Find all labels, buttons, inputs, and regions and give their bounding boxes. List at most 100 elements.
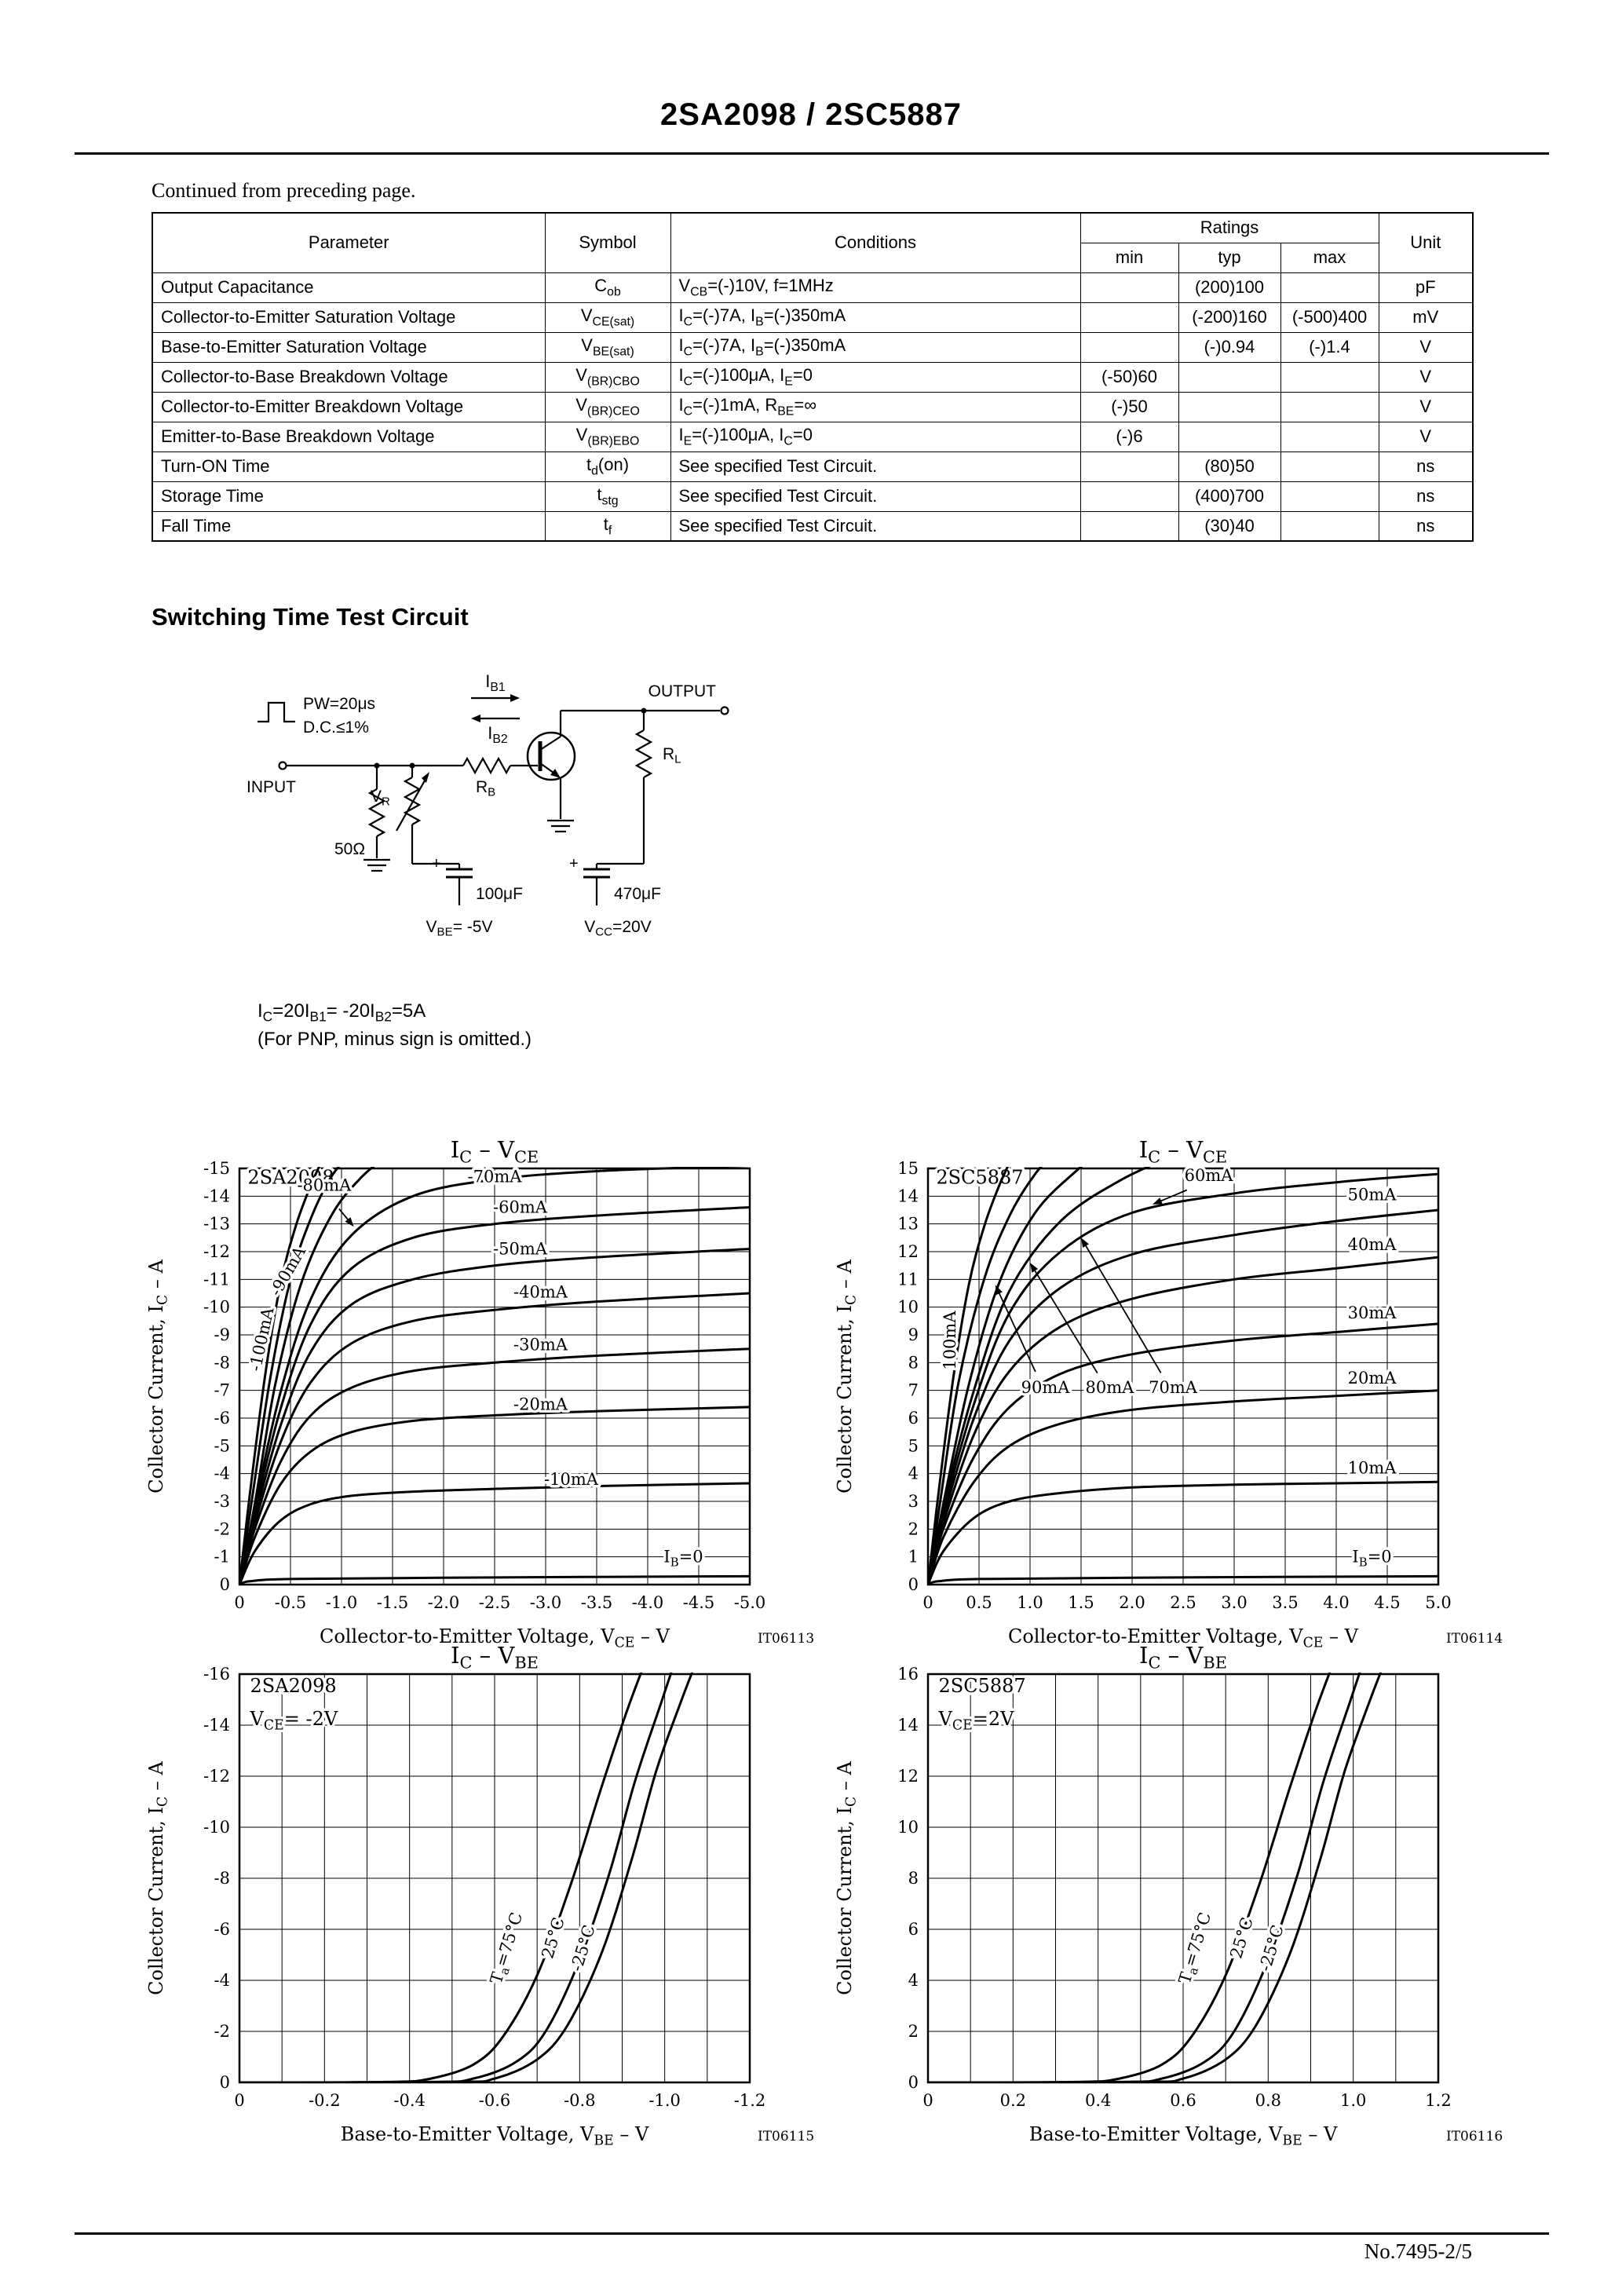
cell-cond: See specified Test Circuit. <box>670 451 1081 482</box>
y-axis-label: Collector Current, IC – A <box>145 1761 170 1995</box>
cell-min: (-)50 <box>1080 391 1179 422</box>
y-tick-label: -8 <box>214 1869 230 1888</box>
curve-label: -20mA <box>513 1395 568 1413</box>
cell-unit: V <box>1378 421 1474 452</box>
x-tick-label: -1.0 <box>326 1593 358 1612</box>
y-tick-label: -9 <box>214 1325 230 1344</box>
cell-typ <box>1178 421 1281 452</box>
cap1-plus-sign: + <box>432 855 441 872</box>
chart-ic-vbe-2sa2098: 0 -0.2 -0.4 -0.6 -0.8 -1.0 -1.2 0 -2 -4 -6 -8 -10 -12… <box>145 1643 814 2148</box>
x-tick-label: -3.0 <box>530 1593 562 1612</box>
x-tick-label: -2.0 <box>428 1593 460 1612</box>
curve-label: -10mA <box>544 1470 599 1489</box>
col-header-symbol: Symbol <box>544 212 671 273</box>
curve-label: -60mA <box>493 1198 548 1217</box>
plot-border <box>926 1673 1440 2084</box>
y-tick-label: -12 <box>203 1242 230 1261</box>
y-tick-label: -6 <box>214 1920 230 1939</box>
y-tick-label: 9 <box>908 1325 919 1344</box>
y-axis-label: Collector Current, IC – A <box>145 1260 170 1493</box>
figure-id: IT06113 <box>758 1631 814 1647</box>
page-number: No.7495-2/5 <box>1364 2239 1472 2263</box>
curve-IB=0 <box>239 1574 750 1585</box>
ib1-label: IB1 <box>485 671 506 694</box>
cell-max <box>1280 272 1379 303</box>
cell-typ: (-200)160 <box>1178 302 1281 333</box>
y-tick-label: -10 <box>203 1818 230 1837</box>
y-axis-label: Collector Current, IC – A <box>834 1260 859 1493</box>
curve-label: -50mA <box>493 1240 548 1259</box>
rl-label: RL <box>663 745 681 766</box>
x-tick-label: 0 <box>922 2091 933 2110</box>
figure-id: IT06116 <box>1446 2129 1503 2144</box>
cell-typ: (-)0.94 <box>1178 331 1281 363</box>
curve-label: 30mA <box>1348 1303 1397 1322</box>
curve-Ta=-25C <box>928 1673 1383 2082</box>
x-tick-label: 1.2 <box>1425 2091 1451 2110</box>
output-label: OUTPUT <box>648 682 717 700</box>
cell-min: (-50)60 <box>1080 361 1179 393</box>
table-row: Turn-ON Time td(on) See specified Test Cir… <box>152 451 1474 482</box>
page-title: 2SA2098 / 2SC5887 <box>660 97 962 132</box>
cell-min <box>1080 331 1179 363</box>
table-row: Collector-to-Base Breakdown Voltage V(BR)… <box>152 361 1474 393</box>
x-tick-label: -4.5 <box>683 1593 715 1612</box>
y-tick-label: -10 <box>203 1298 230 1317</box>
cell-symbol: V(BR)CEO <box>544 391 671 422</box>
chart-annotation: 2SC5887 <box>939 1675 1026 1697</box>
cell-param: Collector-to-Emitter Saturation Voltage <box>152 302 546 333</box>
col-header-unit: Unit <box>1378 212 1474 273</box>
ib2-arrowhead <box>471 715 480 722</box>
cell-max <box>1280 510 1379 542</box>
cell-symbol: td(on) <box>544 451 671 482</box>
y-tick-label: -11 <box>203 1270 230 1289</box>
curve-label: 20mA <box>1348 1369 1397 1387</box>
plot-border <box>238 1167 751 1586</box>
curve-label: 25°C <box>538 1915 568 1961</box>
figure-id: IT06114 <box>1446 1631 1503 1647</box>
cell-typ: (200)100 <box>1178 272 1281 303</box>
cap1-label: 100μF <box>476 885 523 903</box>
cell-cond: IC=(-)1mA, RBE=∞ <box>670 391 1081 422</box>
x-tick-label: 1.0 <box>1340 2091 1366 2110</box>
y-tick-label: 2 <box>908 2022 919 2041</box>
circuit-markers <box>374 694 647 783</box>
ib1-arrowhead <box>510 694 520 702</box>
section-heading: Switching Time Test Circuit <box>152 603 469 631</box>
continued-note: Continued from preceding page. <box>152 179 416 202</box>
rb-resistor <box>462 756 511 775</box>
cell-typ: (30)40 <box>1178 510 1281 542</box>
y-tick-label: 14 <box>897 1186 919 1205</box>
label-arrowhead <box>1153 1197 1163 1205</box>
cell-typ: (80)50 <box>1178 451 1281 482</box>
col-header-ratings: Ratings <box>1080 212 1379 243</box>
y-tick-label: 12 <box>897 1767 919 1786</box>
cell-max <box>1280 421 1379 452</box>
y-tick-label: 2 <box>908 1519 919 1538</box>
cap2-label: 470μF <box>614 885 661 903</box>
curve-IB=100mA <box>928 1167 1010 1585</box>
r50-label: 50Ω <box>334 840 365 858</box>
y-tick-label: 15 <box>897 1159 919 1178</box>
cell-min: (-)6 <box>1080 421 1179 452</box>
y-tick-label: 13 <box>897 1215 919 1234</box>
circuit-labels: PW=20μs D.C.≤1% IB1 IB2 OUTPUT INPUT VR … <box>247 671 716 1050</box>
transistor-body <box>526 731 576 781</box>
y-tick-label: -8 <box>214 1353 230 1372</box>
x-tick-label: 3.5 <box>1272 1593 1298 1612</box>
figure-id: IT06115 <box>758 2129 814 2144</box>
col-header-typ: typ <box>1178 242 1281 273</box>
y-tick-label: 10 <box>897 1298 919 1317</box>
switching-test-circuit-diagram: PW=20μs D.C.≤1% IB1 IB2 OUTPUT INPUT VR … <box>247 671 729 1050</box>
cell-typ <box>1178 361 1281 393</box>
y-tick-label: -14 <box>203 1186 230 1205</box>
table-row: Base-to-Emitter Saturation Voltage VBE(sa… <box>152 331 1474 363</box>
curve-label: -80mA <box>297 1175 352 1194</box>
curve-IB=-40mA <box>239 1292 750 1585</box>
cell-symbol: V(BR)CBO <box>544 361 671 393</box>
ib2-label: IB2 <box>488 723 507 746</box>
cell-param: Emitter-to-Base Breakdown Voltage <box>152 421 546 452</box>
cell-cond: IC=(-)7A, IB=(-)350mA <box>670 331 1081 363</box>
y-tick-label: 4 <box>908 1464 919 1483</box>
plot-border <box>926 1167 1440 1586</box>
